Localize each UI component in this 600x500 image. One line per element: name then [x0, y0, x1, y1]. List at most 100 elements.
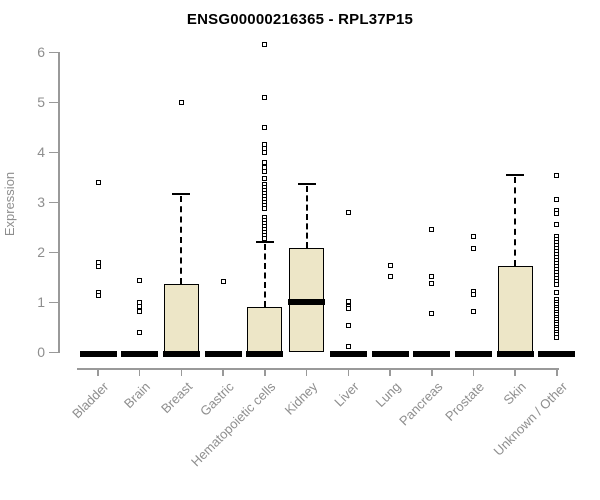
median-line	[371, 351, 409, 357]
outlier-point	[554, 222, 560, 227]
whisker	[180, 195, 183, 284]
outlier-point	[262, 205, 268, 211]
median-line	[246, 351, 284, 357]
chart-title: ENSG00000216365 - RPL37P15	[186, 11, 414, 28]
outlier-point	[554, 197, 560, 202]
outlier-point	[470, 246, 476, 251]
y-tick-label: 6	[37, 44, 45, 60]
outlier-point	[262, 94, 268, 100]
outlier-point	[95, 179, 101, 185]
outlier-point	[345, 298, 351, 304]
x-category-label: Breast	[157, 379, 196, 417]
outlier-point	[262, 42, 268, 47]
outlier-point	[137, 278, 143, 283]
outlier-point	[345, 344, 351, 349]
y-tick	[49, 51, 58, 53]
whisker	[514, 176, 517, 266]
x-category-label: Liver	[331, 379, 362, 410]
outlier-point	[470, 291, 476, 297]
y-tick-label: 3	[37, 194, 45, 210]
outlier-point	[262, 159, 268, 165]
x-tick	[138, 368, 141, 376]
outlier-point	[429, 227, 435, 232]
y-tick	[49, 351, 58, 353]
x-category-label: Lung	[372, 379, 404, 411]
y-tick	[49, 101, 58, 103]
outlier-point	[345, 209, 351, 215]
outlier-point	[262, 124, 268, 130]
outlier-point	[554, 172, 560, 178]
x-tick	[514, 368, 516, 376]
outlier-point	[387, 273, 393, 279]
median-line	[288, 299, 326, 305]
median-line	[204, 351, 242, 357]
y-tick-label: 5	[37, 94, 45, 110]
whisker	[305, 185, 308, 248]
outlier-point	[95, 263, 101, 269]
whisker-cap	[506, 173, 525, 176]
whisker-cap	[297, 182, 316, 185]
y-tick-label: 2	[37, 244, 45, 260]
x-tick	[389, 368, 391, 376]
x-category-label: Bladder	[69, 379, 112, 422]
outlier-point	[554, 289, 560, 295]
median-line	[454, 351, 492, 357]
outlier-point	[470, 233, 476, 239]
outlier-point	[137, 329, 143, 335]
y-tick-label: 1	[37, 294, 45, 310]
median-line	[121, 351, 159, 357]
outlier-point	[554, 210, 560, 216]
x-category-label: Gastric	[197, 379, 237, 419]
outlier-point	[220, 278, 226, 284]
y-tick	[49, 251, 58, 253]
x-category-label: Pancreas	[395, 379, 446, 429]
median-line	[79, 351, 117, 357]
x-tick	[264, 368, 266, 376]
x-tick	[431, 368, 433, 376]
box	[497, 266, 533, 352]
outlier-point	[470, 308, 476, 314]
median-line	[413, 351, 451, 357]
outlier-point	[262, 235, 268, 241]
x-tick	[347, 368, 350, 376]
outlier-point	[95, 293, 101, 298]
outlier-point	[345, 322, 351, 328]
median-line	[162, 351, 200, 357]
outlier-point	[554, 334, 560, 340]
y-tick	[49, 201, 58, 203]
x-tick	[180, 368, 183, 376]
outlier-point	[387, 262, 393, 268]
median-line	[538, 351, 576, 357]
x-tick	[305, 368, 308, 376]
y-axis-label: Expression	[2, 171, 17, 237]
x-category-label: Kidney	[281, 379, 321, 418]
whisker-cap	[172, 192, 191, 195]
outlier-point	[554, 282, 560, 287]
median-line	[496, 351, 534, 357]
outlier-point	[137, 308, 143, 314]
whisker-cap	[255, 241, 274, 243]
x-category-label: Unknown / Other	[490, 379, 571, 459]
outlier-point	[262, 175, 268, 181]
y-tick-label: 4	[37, 144, 45, 160]
outlier-point	[429, 273, 435, 279]
y-tick	[49, 301, 58, 303]
outlier-point	[429, 281, 435, 286]
x-tick	[472, 368, 475, 376]
x-tick	[556, 368, 558, 376]
y-tick-label: 0	[37, 344, 45, 360]
outlier-point	[178, 99, 184, 105]
outlier-point	[262, 149, 268, 155]
y-axis-line	[58, 52, 60, 353]
outlier-point	[429, 310, 435, 316]
x-category-label: Prostate	[442, 379, 488, 424]
x-tick	[222, 368, 224, 376]
box	[163, 283, 199, 352]
whisker	[263, 244, 266, 307]
box	[247, 307, 283, 352]
x-category-label: Brain	[121, 379, 154, 412]
x-tick	[97, 368, 99, 376]
outlier-point	[345, 305, 351, 311]
outlier-point	[262, 168, 268, 174]
